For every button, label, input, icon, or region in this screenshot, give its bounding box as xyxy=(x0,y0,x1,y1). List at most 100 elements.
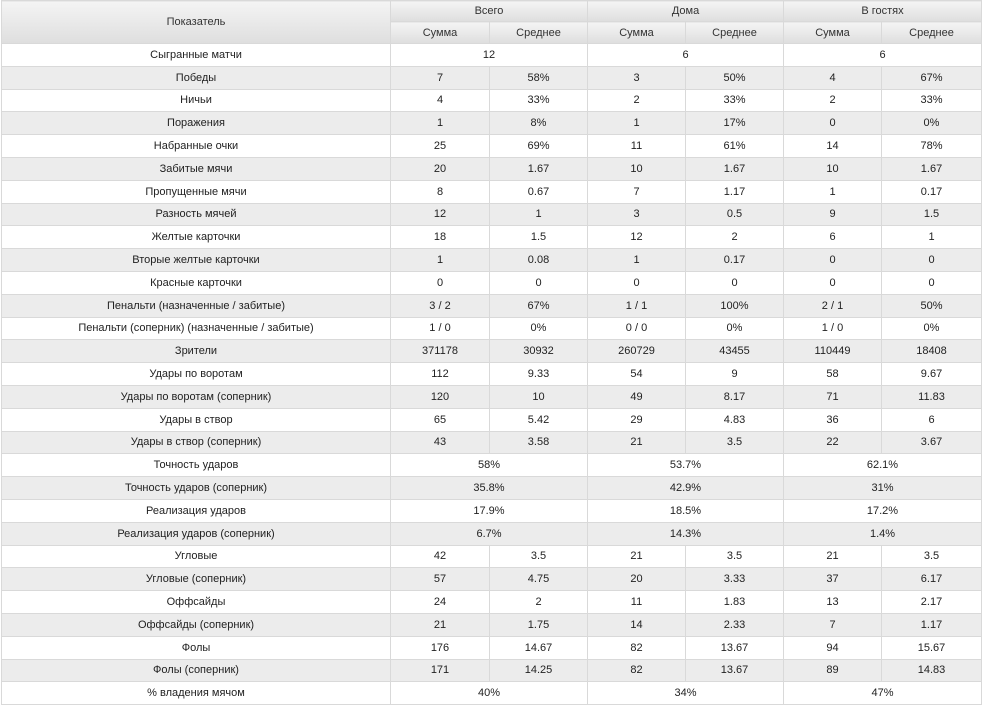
table-cell: 58 xyxy=(783,362,882,386)
row-label: Реализация ударов (соперник) xyxy=(1,521,391,546)
table-cell: 1 xyxy=(390,111,490,136)
table-cell: 9 xyxy=(685,362,784,386)
table-cell: 0% xyxy=(489,316,588,341)
table-cell-merged: 62.1% xyxy=(783,453,982,478)
stats-table-header: Показатель Всего Дома В гостях Сумма Сре… xyxy=(1,0,982,44)
table-cell: 3.5 xyxy=(685,544,784,569)
table-cell: 2 xyxy=(783,88,882,113)
table-cell: 43 xyxy=(390,430,490,455)
table-row: % владения мячом 40% 34% 47% xyxy=(1,681,982,705)
table-cell: 0.5 xyxy=(685,202,784,227)
table-cell: 54 xyxy=(587,362,686,386)
table-row: Пенальти (соперник) (назначенные / забит… xyxy=(1,316,982,341)
table-cell: 8 xyxy=(390,179,490,204)
table-cell: 89 xyxy=(783,658,882,683)
table-cell: 1 xyxy=(783,179,882,204)
table-cell: 0% xyxy=(685,316,784,341)
table-cell: 1.67 xyxy=(685,156,784,181)
table-cell: 0.67 xyxy=(489,179,588,204)
table-cell: 82 xyxy=(587,658,686,683)
table-cell-merged: 47% xyxy=(783,681,982,705)
table-cell: 94 xyxy=(783,635,882,660)
table-cell: 12 xyxy=(390,202,490,227)
header-sum: Сумма xyxy=(390,21,490,44)
table-cell: 3.33 xyxy=(685,567,784,592)
table-cell: 49 xyxy=(587,384,686,409)
table-cell-merged: 40% xyxy=(390,681,588,705)
header-average: Среднее xyxy=(489,21,588,44)
table-row: Победы 7 58% 3 50% 4 67% xyxy=(1,65,982,90)
row-label: Пропущенные мячи xyxy=(1,179,391,204)
header-group-home: Дома xyxy=(587,0,784,22)
table-cell: 371178 xyxy=(390,339,490,364)
table-cell: 0 xyxy=(685,270,784,295)
table-cell: 33% xyxy=(881,88,982,113)
row-label: Удары в створ xyxy=(1,407,391,432)
table-cell: 71 xyxy=(783,384,882,409)
row-label: Угловые (соперник) xyxy=(1,567,391,592)
table-cell: 0.08 xyxy=(489,248,588,272)
table-row: Удары в створ (соперник) 43 3.58 21 3.5 22 3.6… xyxy=(1,430,982,455)
row-label: Набранные очки xyxy=(1,134,391,158)
row-label: Победы xyxy=(1,65,391,90)
table-row: Сыгранные матчи 12 6 6 xyxy=(1,43,982,67)
header-group-total: Всего xyxy=(390,0,588,22)
table-cell: 9 xyxy=(783,202,882,227)
table-row: Пенальти (назначенные / забитые) 3 / 2 67%… xyxy=(1,293,982,318)
table-row: Фолы 176 14.67 82 13.67 94 15.67 xyxy=(1,635,982,660)
table-cell: 10 xyxy=(489,384,588,409)
table-row: Ничьи 4 33% 2 33% 2 33% xyxy=(1,88,982,113)
table-cell: 7 xyxy=(783,612,882,637)
table-cell: 0 xyxy=(783,111,882,136)
table-cell: 1.75 xyxy=(489,612,588,637)
table-cell-merged: 1.4% xyxy=(783,521,982,546)
table-cell: 5.42 xyxy=(489,407,588,432)
table-row: Желтые карточки 18 1.5 12 2 6 1 xyxy=(1,225,982,250)
table-cell: 1.67 xyxy=(489,156,588,181)
table-cell-merged: 14.3% xyxy=(587,521,784,546)
table-row: Зрители 371178 30932 260729 43455 110449 18408 xyxy=(1,339,982,364)
table-row: Разность мячей 12 1 3 0.5 9 1.5 xyxy=(1,202,982,227)
table-cell: 0% xyxy=(881,111,982,136)
table-cell: 17% xyxy=(685,111,784,136)
table-cell: 42 xyxy=(390,544,490,569)
table-cell: 8.17 xyxy=(685,384,784,409)
table-cell: 10 xyxy=(587,156,686,181)
table-cell: 0 xyxy=(489,270,588,295)
table-cell: 13.67 xyxy=(685,635,784,660)
table-cell: 14.25 xyxy=(489,658,588,683)
table-cell: 20 xyxy=(587,567,686,592)
row-label: % владения мячом xyxy=(1,681,391,705)
table-cell-merged: 58% xyxy=(390,453,588,478)
table-cell: 10 xyxy=(783,156,882,181)
table-row: Реализация ударов 17.9% 18.5% 17.2% xyxy=(1,498,982,523)
stats-table-body: Сыгранные матчи 12 6 6 Победы 7 58% 3 50% 4 67% Нич… xyxy=(1,43,982,705)
table-cell: 11.83 xyxy=(881,384,982,409)
row-label: Оффсайды xyxy=(1,590,391,614)
table-cell: 1 xyxy=(587,111,686,136)
table-cell-merged: 6.7% xyxy=(390,521,588,546)
table-cell: 2 xyxy=(685,225,784,250)
table-cell: 0 xyxy=(783,270,882,295)
row-label: Поражения xyxy=(1,111,391,136)
table-cell: 110449 xyxy=(783,339,882,364)
table-cell: 0.17 xyxy=(881,179,982,204)
header-average: Среднее xyxy=(881,21,982,44)
table-cell: 65 xyxy=(390,407,490,432)
table-cell: 6.17 xyxy=(881,567,982,592)
row-label: Точность ударов xyxy=(1,453,391,478)
table-cell: 67% xyxy=(881,65,982,90)
table-cell-merged: 34% xyxy=(587,681,784,705)
row-label: Удары по воротам (соперник) xyxy=(1,384,391,409)
table-cell: 25 xyxy=(390,134,490,158)
table-row: Пропущенные мячи 8 0.67 7 1.17 1 0.17 xyxy=(1,179,982,204)
table-cell: 50% xyxy=(685,65,784,90)
table-cell: 57 xyxy=(390,567,490,592)
table-row: Оффсайды 24 2 11 1.83 13 2.17 xyxy=(1,590,982,614)
table-row: Точность ударов (соперник) 35.8% 42.9% 31% xyxy=(1,476,982,500)
header-sum: Сумма xyxy=(783,21,882,44)
table-cell-merged: 42.9% xyxy=(587,476,784,500)
table-cell: 3 xyxy=(587,202,686,227)
table-cell-merged: 6 xyxy=(783,43,982,67)
